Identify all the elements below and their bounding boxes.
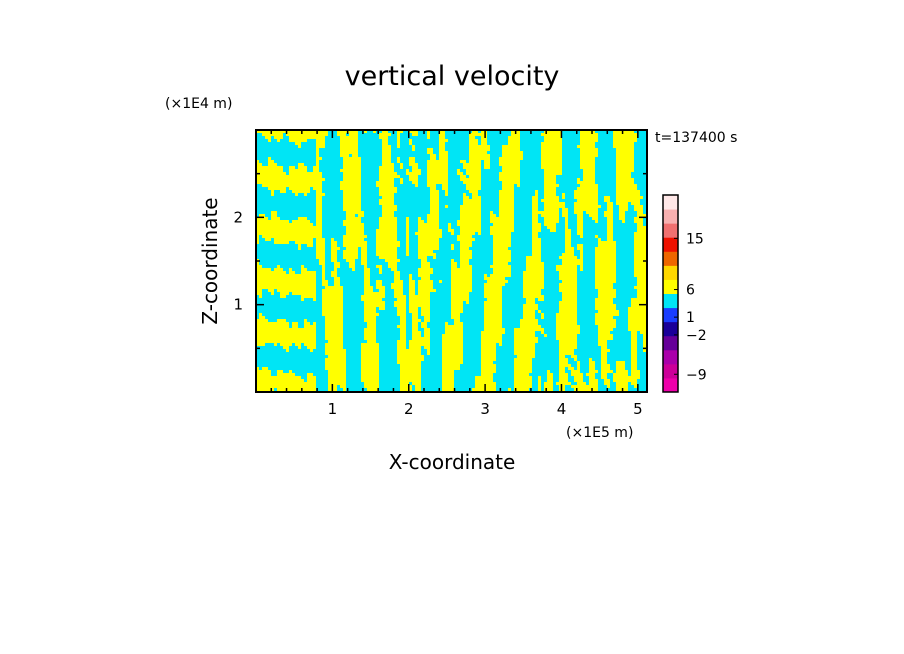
colorbar-label: −2	[686, 328, 707, 344]
colorbar-swatch	[663, 209, 678, 224]
colorbar-swatch	[663, 363, 678, 379]
chart-title: vertical velocity	[345, 61, 560, 92]
colorbar-swatch	[663, 349, 678, 365]
colorbar-swatch	[663, 195, 678, 210]
x-tick-label: 4	[557, 400, 567, 418]
colorbar-label: 1	[686, 310, 695, 326]
colorbar-swatch	[663, 293, 678, 309]
x-axis-label: X-coordinate	[389, 450, 516, 474]
positive-velocity-region	[256, 130, 647, 392]
colorbar: 15 6 1 −2 −9	[662, 194, 707, 393]
colorbar-frame	[662, 194, 679, 393]
velocity-field	[256, 130, 647, 392]
x-tick-label: 5	[633, 400, 643, 418]
x-tick-label: 1	[328, 400, 338, 418]
y-axis-label: Z-coordinate	[198, 197, 222, 324]
x-tick-label: 3	[480, 400, 490, 418]
colorbar-swatch	[663, 237, 678, 252]
plot-frame	[255, 129, 648, 393]
colorbar-swatch	[663, 321, 678, 337]
colorbar-swatch	[663, 265, 678, 280]
x-tick-labels: 1 2 3 4 5	[328, 400, 643, 418]
colorbar-swatch	[663, 335, 678, 351]
colorbar-label: 6	[686, 283, 695, 299]
x-unit-label: (×1E5 m)	[566, 425, 633, 441]
colorbar-label: −9	[686, 367, 707, 383]
colorbar-label: 15	[686, 231, 704, 247]
x-tick-label: 2	[404, 400, 414, 418]
time-label: t=137400 s	[655, 130, 737, 146]
y-tick-label: 2	[233, 208, 243, 226]
colorbar-swatch	[663, 223, 678, 238]
colorbar-swatch	[663, 377, 678, 393]
y-tick-labels: 12	[233, 208, 243, 313]
colorbar-swatch	[663, 307, 678, 323]
y-unit-label: (×1E4 m)	[165, 96, 232, 112]
colorbar-swatch	[663, 251, 678, 266]
colorbar-swatch	[663, 279, 678, 294]
y-tick-label: 1	[233, 296, 243, 314]
